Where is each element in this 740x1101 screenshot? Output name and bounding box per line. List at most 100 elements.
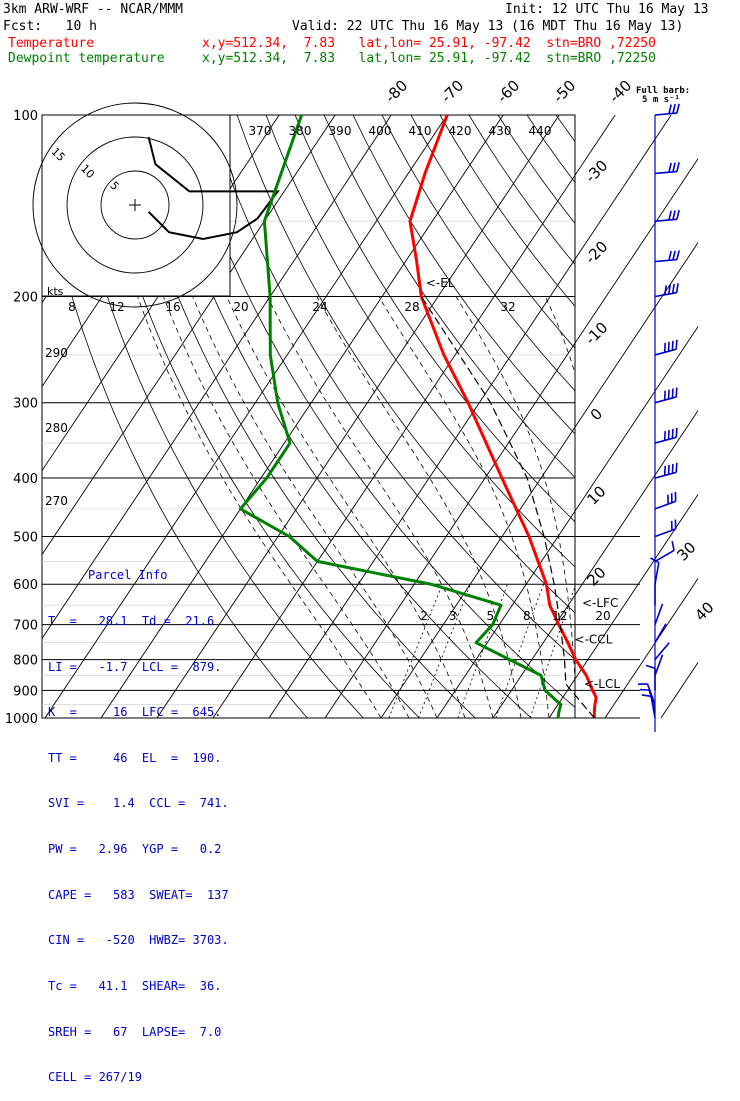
- barb-feather: [676, 340, 677, 349]
- level-label: <-CCL: [575, 633, 613, 647]
- pressure-tick-label: 800: [13, 654, 38, 669]
- hodograph-speed-label: 24: [312, 300, 327, 314]
- height-label: 290: [45, 346, 68, 360]
- wind-barb: [655, 340, 677, 355]
- barb-feather: [676, 463, 677, 472]
- pressure-tick-label: 200: [13, 291, 38, 306]
- moist-adiabat: [661, 297, 694, 719]
- hodograph-speed-label: 32: [500, 300, 515, 314]
- wind-barb: [646, 665, 655, 690]
- parcel-row: SREH = 67 LAPSE= 7.0: [48, 1025, 244, 1040]
- dry-adiabat: [237, 115, 699, 718]
- barb-feather: [672, 389, 673, 398]
- barb-feather: [673, 284, 674, 293]
- barb-feather: [672, 541, 674, 550]
- parcel-row: CAPE = 583 SWEAT= 137: [48, 888, 244, 903]
- pressure-tick-label: 300: [13, 397, 38, 412]
- mixing-ratio-label: 20: [595, 609, 610, 623]
- dry-adiabat: [556, 115, 740, 718]
- isotherm-label: 40: [691, 598, 717, 624]
- parcel-info-panel: Parcel Info T = 28.1 Td = 21.6 LI = -1.7…: [48, 538, 244, 728]
- barb-feather: [677, 104, 679, 113]
- barb-feather: [677, 283, 678, 292]
- barb-staff: [655, 604, 663, 625]
- level-label: <-EL: [426, 276, 455, 290]
- pressure-tick-label: 100: [13, 109, 38, 124]
- barb-feather: [677, 250, 679, 259]
- isotherm-label: -60: [493, 76, 523, 106]
- theta-label: 400: [369, 124, 392, 138]
- level-label: <-LFC: [582, 596, 618, 610]
- barb-feather: [677, 162, 679, 171]
- dry-adiabat: [498, 115, 740, 718]
- parcel-row: T = 28.1 Td = 21.6: [48, 614, 244, 629]
- pressure-tick-label: 600: [13, 578, 38, 593]
- barb-feather: [673, 104, 675, 113]
- isotherm-label: -10: [581, 318, 611, 348]
- mixing-ratio-line: [419, 584, 471, 718]
- wind-barb: [655, 104, 679, 115]
- barb-feather: [673, 251, 675, 260]
- dry-adiabat: [440, 115, 740, 718]
- dry-adiabat: [643, 115, 740, 718]
- barb-feather: [676, 428, 677, 437]
- barb-feather: [669, 430, 670, 439]
- barb-feather: [672, 464, 673, 473]
- barb-feather: [665, 466, 666, 475]
- theta-label: 370: [249, 124, 272, 138]
- dry-adiabat: [585, 115, 740, 718]
- isotherm-label: 10: [583, 482, 609, 508]
- theta-label: 390: [329, 124, 352, 138]
- hodograph-speed-label: 20: [233, 300, 248, 314]
- barb-feather: [669, 390, 670, 399]
- barb-feather: [642, 695, 651, 696]
- wind-barb: [655, 388, 677, 403]
- isotherm-line: [493, 115, 740, 718]
- wind-barb: [655, 250, 679, 261]
- barb-feather: [672, 429, 673, 438]
- hodograph-unit-label: kts: [47, 285, 64, 298]
- isotherm-line: [549, 115, 740, 718]
- wind-barbs: [638, 104, 679, 732]
- pressure-tick-label: 400: [13, 472, 38, 487]
- isotherm-line: [717, 115, 740, 718]
- barb-feather: [677, 210, 679, 219]
- wind-barb: [655, 492, 676, 509]
- isotherm-line: [325, 115, 727, 718]
- isotherm-label: 20: [583, 563, 609, 589]
- pressure-tick-label: 900: [13, 684, 38, 699]
- parcel-row: SVI = 1.4 CCL = 741.: [48, 796, 244, 811]
- parcel-row: K = 16 LFC = 645.: [48, 705, 244, 720]
- level-label: <-LCL: [584, 677, 620, 691]
- isotherm-label: -70: [437, 76, 467, 106]
- barb-feather: [665, 431, 666, 440]
- theta-label: 430: [489, 124, 512, 138]
- barb-feather: [669, 465, 670, 474]
- dry-adiabat: [295, 115, 740, 718]
- isotherm-label: 0: [587, 405, 606, 424]
- sounding-profiles: [241, 115, 597, 718]
- barb-feather: [646, 665, 655, 668]
- wind-barb: [655, 428, 677, 443]
- height-label: 270: [45, 494, 68, 508]
- theta-label: 420: [449, 124, 472, 138]
- barb-feather: [669, 211, 671, 220]
- barb-feather: [673, 163, 675, 172]
- barb-feather: [672, 341, 673, 350]
- moist-adiabat: [267, 297, 493, 719]
- isotherm-line: [605, 115, 740, 718]
- parcel-row: PW = 2.96 YGP = 0.2: [48, 842, 244, 857]
- parcel-info-title: Parcel Info: [48, 568, 244, 583]
- theta-label: 410: [409, 124, 432, 138]
- wind-barb: [655, 519, 676, 536]
- barb-feather: [669, 342, 670, 351]
- barb-staff: [655, 624, 666, 643]
- parcel-row: TT = 46 EL = 190.: [48, 751, 244, 766]
- mixing-ratio-label: 2: [420, 609, 428, 623]
- mixing-ratio-label: 8: [523, 609, 531, 623]
- hodograph-speed-label: 8: [68, 300, 76, 314]
- hodograph-speed-label: 28: [404, 300, 419, 314]
- wind-barb: [655, 604, 663, 625]
- parcel-row: CIN = -520 HWBZ= 3703.: [48, 933, 244, 948]
- isotherm-line: [269, 115, 671, 718]
